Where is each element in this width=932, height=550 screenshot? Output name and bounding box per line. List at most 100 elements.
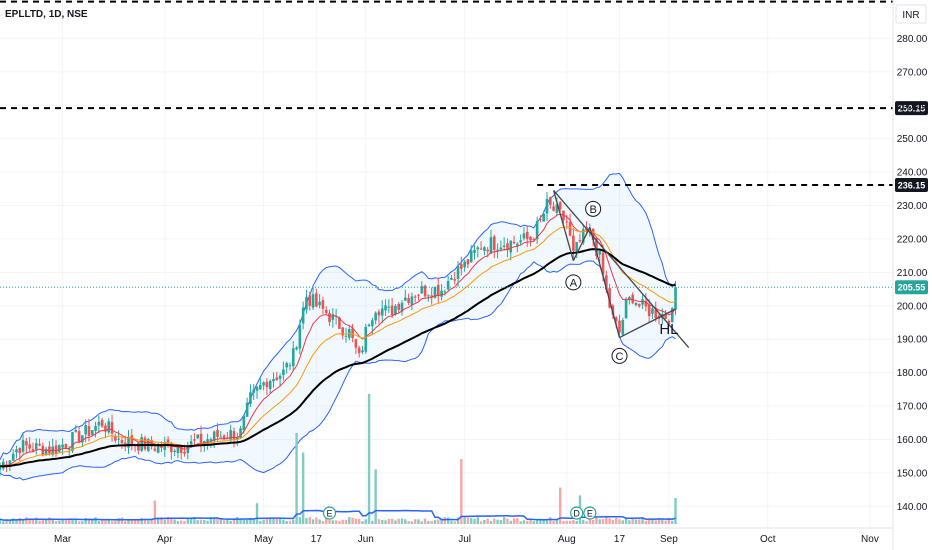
volume-bar [180,520,183,524]
candle-body [166,439,170,444]
event-marker-label: D [573,509,580,519]
candle-body [249,392,252,405]
candle-body [295,347,298,350]
volume-bar [502,517,506,524]
level-price-label: 236.15 [898,180,926,190]
candle-body [394,305,397,315]
price-axis[interactable]: 280.00 270.00 260.00 250.00 240.00 230.00 220.… [892,0,928,550]
volume-bar [74,519,77,524]
candle-body [598,251,602,255]
candle-body [64,443,68,449]
volume-bar [18,518,21,524]
candle-body [262,382,265,386]
candle-body [489,237,493,254]
candle-body [453,279,457,281]
candle-body [364,326,368,352]
candle-body [479,248,483,250]
time-axis[interactable]: Mar Apr May 17 Jun Jul Aug 17 Sep Oct Nov [0,527,893,545]
candle-body [387,306,391,308]
candle-body [156,444,160,453]
candle-body [193,439,196,441]
candle-body [400,302,404,312]
candle-body [502,245,506,248]
candle-body [0,466,2,470]
candle-body [608,288,611,308]
candle-body [572,235,575,251]
volume-bar [384,520,387,524]
volume-bar [295,433,298,524]
candle-body [308,295,312,306]
candle-body [357,347,361,354]
wave-label-text: A [570,277,578,289]
candle-body [374,312,377,321]
volume-bar [611,519,615,524]
wave-drawings[interactable]: A B C HL [552,190,690,364]
volume-bar [506,518,509,524]
candle-body [179,446,183,453]
volume-bar [54,521,58,524]
horizontal-levels[interactable]: 259.15 236.15 205.55 [0,0,928,295]
candle-body [212,431,216,441]
current-price-tag [895,280,928,295]
volume-bar [288,520,292,524]
candle-body [127,436,130,448]
candle-body [176,446,180,453]
price-tick-label: 280.00 [897,34,928,45]
candle-body [71,432,74,452]
volume-bar [114,520,117,524]
volume-bar [423,518,427,524]
volume-bar [124,521,127,524]
candle-body [413,296,417,298]
level-price-tag [895,101,928,116]
candle-body [81,435,84,443]
volume-bar [331,520,335,524]
candle-body [516,243,519,246]
volume-bar [631,518,634,524]
time-tick-label: Jun [358,534,374,545]
volume-bar [535,520,539,524]
volume-bar [64,520,68,524]
candle-body [644,300,648,307]
volume-bar [100,519,104,524]
volume-bar [361,521,364,524]
volume-bar [229,520,232,524]
volume-bar [48,517,51,524]
volume-bar [163,519,166,524]
volume-bar [71,519,74,524]
volume-bar [562,521,565,524]
candle-body [555,204,559,213]
time-tick-label: May [254,534,273,545]
volume-bar [193,517,196,524]
currency-button[interactable] [895,4,927,24]
candle-body [216,429,219,437]
wave-trend-line [552,190,574,261]
volume-bar [598,519,601,524]
candle-body [34,443,38,450]
volume-bar [509,520,512,524]
volume-bar [479,521,483,524]
candle-body [404,297,407,301]
grid [0,0,893,528]
volume-bar [15,520,18,524]
candle-body [384,305,387,311]
volume-bar [81,521,84,524]
candle-body [117,438,120,440]
volume-bar [549,517,552,524]
price-tick-label: 230.00 [897,201,928,212]
volume-bar [476,517,480,524]
volume-bar [236,517,239,524]
volume-bar [374,469,377,524]
candle-body [51,446,55,455]
candle-body [229,430,232,441]
candle-body [605,275,608,290]
volume-bar [634,519,638,524]
volume-bar [555,519,559,524]
candle-body [97,421,101,426]
volume-bar [245,519,249,524]
volume-bar [239,518,242,524]
candle-body [519,240,522,243]
candle-body [90,430,94,435]
volume-bar [512,518,516,524]
wave-trend-line [553,190,690,348]
